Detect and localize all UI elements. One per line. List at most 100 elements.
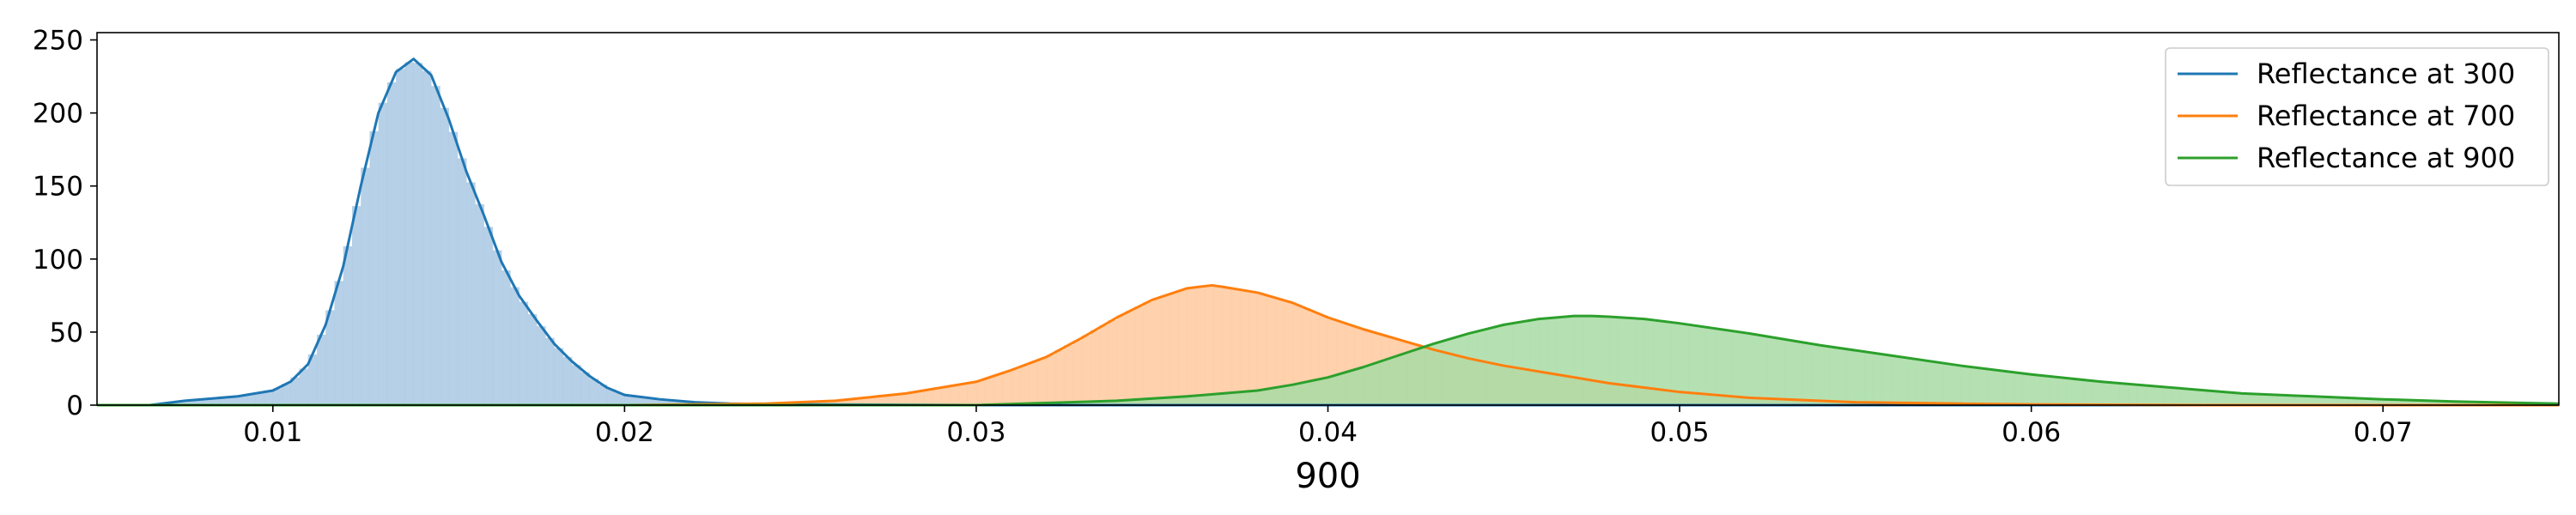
histogram-bar bbox=[1371, 362, 1382, 405]
histogram-bar bbox=[1108, 319, 1118, 405]
histogram-bar bbox=[2022, 373, 2032, 405]
histogram-bar bbox=[2207, 391, 2217, 405]
histogram-bar bbox=[334, 281, 344, 405]
histogram-bar bbox=[2075, 379, 2085, 405]
histogram-bar bbox=[536, 326, 546, 405]
histogram-bar bbox=[1091, 330, 1100, 405]
histogram-bar bbox=[492, 250, 502, 405]
histogram-bar bbox=[1072, 340, 1083, 405]
histogram-bar bbox=[378, 102, 388, 405]
histogram-bar bbox=[1064, 345, 1073, 405]
histogram-bar bbox=[1319, 315, 1328, 405]
x-tick-label: 0.02 bbox=[595, 417, 654, 448]
histogram-bar bbox=[1354, 368, 1364, 405]
histogram-bar bbox=[958, 384, 969, 405]
histogram-bar bbox=[1020, 365, 1030, 405]
histogram-bar bbox=[1723, 330, 1733, 405]
histogram-bar bbox=[932, 388, 942, 405]
histogram-bar bbox=[1899, 357, 1909, 405]
histogram-bar bbox=[844, 399, 854, 405]
histogram-bar bbox=[466, 182, 476, 405]
histogram-bar bbox=[985, 377, 994, 405]
histogram-bar bbox=[1029, 361, 1038, 405]
histogram-bar bbox=[1151, 298, 1162, 405]
histogram-bar bbox=[2101, 382, 2111, 405]
histogram-bar bbox=[1917, 360, 1927, 405]
histogram-bar bbox=[1345, 371, 1355, 405]
histogram-bar bbox=[413, 63, 423, 405]
histogram-bar bbox=[1618, 317, 1628, 405]
histogram-bar bbox=[1178, 397, 1188, 405]
histogram-bar bbox=[651, 398, 660, 405]
histogram-bar bbox=[386, 82, 397, 406]
histogram-bar bbox=[1116, 400, 1127, 405]
histogram-bar bbox=[1055, 349, 1065, 405]
histogram-bar bbox=[1978, 368, 1988, 405]
histogram-bar bbox=[431, 86, 440, 406]
histogram-bar bbox=[1715, 329, 1724, 405]
histogram-bar bbox=[1864, 352, 1874, 405]
histogram-bar bbox=[1653, 320, 1662, 405]
histogram-bar bbox=[2259, 394, 2269, 405]
histogram-bar bbox=[598, 385, 608, 405]
histogram-bar bbox=[1512, 322, 1522, 405]
histogram-bar bbox=[2470, 402, 2481, 405]
histogram-bar bbox=[1284, 301, 1293, 405]
histogram-bar bbox=[2373, 398, 2384, 405]
y-tick-label: 150 bbox=[33, 172, 83, 203]
histogram-bar bbox=[1996, 370, 2006, 405]
histogram-bar bbox=[369, 130, 380, 405]
histogram-bar bbox=[1116, 315, 1127, 405]
histogram-bar bbox=[1091, 401, 1100, 405]
histogram-bar bbox=[1811, 344, 1821, 405]
histogram-bar bbox=[2004, 372, 2014, 405]
histogram-bar bbox=[975, 380, 986, 405]
histogram-bar bbox=[1319, 378, 1328, 405]
histogram-bar bbox=[589, 379, 599, 405]
histogram-bar bbox=[1266, 296, 1276, 405]
histogram-bar bbox=[1697, 326, 1707, 405]
histogram-bar bbox=[1240, 290, 1249, 405]
histogram-bar bbox=[2136, 385, 2147, 405]
histogram-bar bbox=[923, 390, 933, 405]
histogram-bar bbox=[264, 391, 274, 405]
histogram-bar bbox=[1240, 391, 1249, 405]
histogram-bar bbox=[1732, 331, 1742, 405]
histogram-bar bbox=[2435, 401, 2445, 405]
x-tick-label: 0.07 bbox=[2354, 417, 2413, 448]
histogram-bar bbox=[967, 382, 977, 405]
histogram-bar bbox=[888, 394, 898, 405]
histogram-bar bbox=[1099, 324, 1109, 405]
histogram-bar bbox=[1415, 348, 1425, 405]
histogram-bar bbox=[475, 203, 484, 405]
histogram-bar bbox=[2224, 392, 2234, 405]
histogram-bar bbox=[2348, 397, 2357, 405]
histogram-bar bbox=[1099, 401, 1109, 405]
histogram-bar bbox=[2242, 393, 2252, 405]
y-tick-label: 0 bbox=[66, 391, 83, 421]
histogram-bar bbox=[1504, 324, 1513, 405]
histogram-bar bbox=[343, 245, 353, 405]
histogram-bar bbox=[2312, 397, 2322, 405]
histogram-layer bbox=[158, 62, 2560, 406]
histogram-bar bbox=[1425, 345, 1434, 405]
histogram-bar bbox=[1794, 341, 1803, 405]
histogram-bar bbox=[2383, 399, 2392, 405]
histogram-bar bbox=[2277, 395, 2287, 405]
histogram-bar bbox=[2128, 384, 2137, 405]
density-line-series-3 bbox=[97, 314, 2560, 407]
histogram-bar bbox=[1336, 373, 1346, 405]
histogram-bar bbox=[457, 158, 467, 405]
histogram-bar bbox=[2365, 398, 2375, 405]
histogram-bar bbox=[2330, 397, 2340, 405]
histogram-bar bbox=[1609, 317, 1619, 405]
histogram-bar bbox=[448, 131, 459, 406]
histogram-bar bbox=[1160, 295, 1170, 405]
histogram-bar bbox=[580, 372, 590, 405]
histogram-bar bbox=[272, 388, 283, 405]
histogram-bar bbox=[2479, 402, 2489, 405]
histogram-bar bbox=[1477, 330, 1487, 405]
histogram-bar bbox=[1705, 327, 1716, 405]
